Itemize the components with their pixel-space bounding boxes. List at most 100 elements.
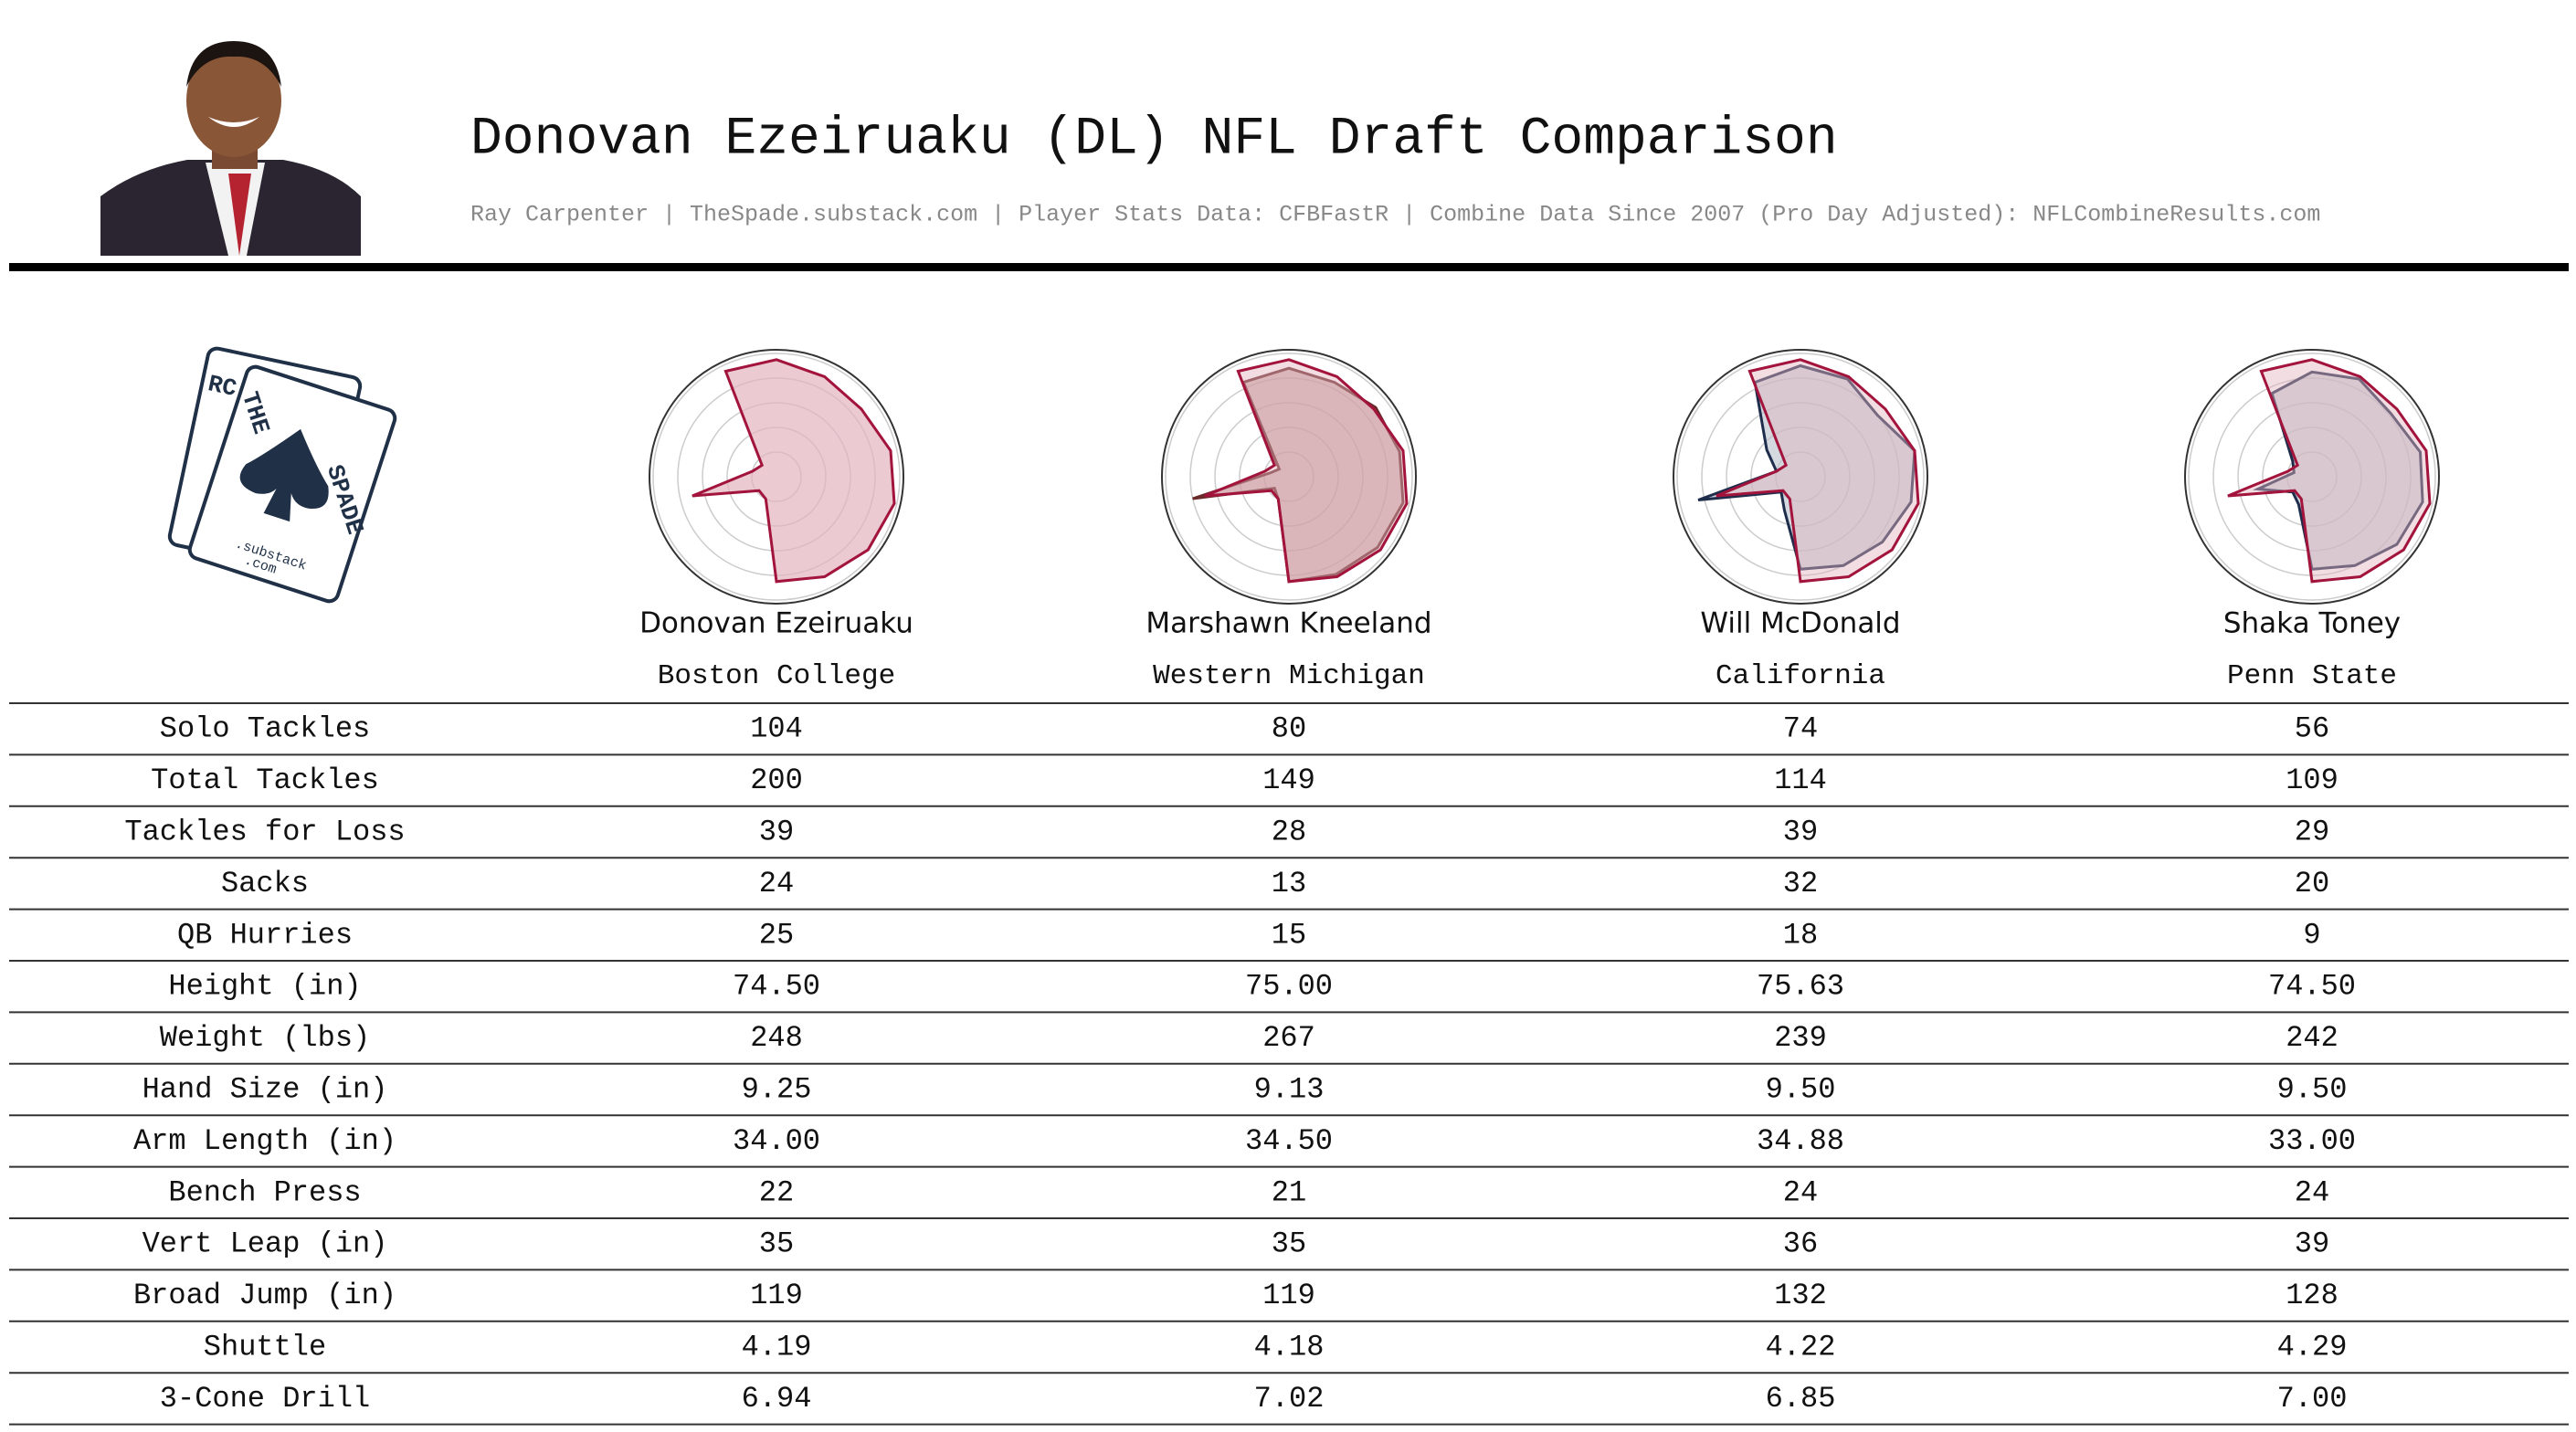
cell-value: 22 [759, 1175, 794, 1209]
cell-value: 4.18 [1254, 1330, 1325, 1364]
row-label: QB Hurries [177, 918, 353, 952]
cell-value: 4.29 [2277, 1330, 2348, 1364]
subtitle: Ray Carpenter | TheSpade.substack.com | … [470, 202, 2320, 228]
cell-value: 119 [750, 1279, 803, 1312]
row-label: 3-Cone Drill [160, 1382, 370, 1416]
row-label: Height (in) [168, 970, 361, 1004]
cell-value: 24 [759, 867, 794, 900]
cell-value: 28 [1272, 815, 1306, 848]
cell-value: 132 [1774, 1279, 1827, 1312]
cell-value: 39 [759, 815, 794, 848]
cell-value: 75.63 [1757, 970, 1844, 1004]
cell-value: 7.00 [2277, 1382, 2348, 1416]
cell-value: 9.50 [2277, 1072, 2348, 1106]
radar-area [2227, 358, 2432, 584]
cell-value: 13 [1272, 867, 1306, 900]
cell-value: 248 [750, 1021, 803, 1055]
cell-value: 128 [2286, 1279, 2338, 1312]
cell-value: 267 [1262, 1021, 1315, 1055]
cell-value: 20 [2295, 867, 2329, 900]
cell-value: 74 [1783, 712, 1818, 746]
radar-area [1716, 358, 1920, 584]
cell-value: 34.50 [1245, 1124, 1333, 1158]
player-photo [100, 41, 361, 256]
player-name: Donovan Ezeiruaku [639, 607, 913, 640]
cell-value: 119 [1262, 1279, 1315, 1312]
logo: RC THE SPADE .substack .com [167, 346, 397, 604]
cell-value: 104 [750, 712, 803, 746]
cell-value: 114 [1774, 763, 1827, 797]
radar-ring [1165, 353, 1413, 601]
divider [9, 263, 2569, 271]
cell-value: 39 [2295, 1227, 2329, 1261]
row-label: Hand Size (in) [143, 1072, 388, 1106]
cell-value: 80 [1272, 712, 1306, 746]
player-school: Penn State [2227, 660, 2397, 692]
cell-value: 7.02 [1254, 1382, 1325, 1416]
cell-value: 9.25 [742, 1072, 812, 1106]
logo-card: RC [206, 370, 239, 403]
radar-area [1697, 363, 1916, 571]
cell-value: 74.50 [733, 970, 820, 1004]
player-name: Shaka Toney [2223, 607, 2401, 640]
cell-value: 4.22 [1766, 1330, 1836, 1364]
cell-value: 35 [759, 1227, 794, 1261]
radar-area [1204, 358, 1409, 584]
row-label: Sacks [221, 867, 309, 900]
cell-value: 109 [2286, 763, 2338, 797]
cell-value: 4.19 [742, 1330, 812, 1364]
cell-value: 149 [1262, 763, 1315, 797]
radar-ring [652, 353, 901, 601]
row-label: Tackles for Loss [124, 815, 405, 848]
row-label: Total Tackles [151, 763, 379, 797]
cell-value: 9.50 [1766, 1072, 1836, 1106]
row-label: Bench Press [168, 1175, 361, 1209]
cell-value: 18 [1783, 918, 1818, 952]
cell-value: 35 [1272, 1227, 1306, 1261]
radar-ring [1676, 353, 1925, 601]
row-label: Solo Tackles [160, 712, 370, 746]
player-school: Boston College [658, 660, 895, 692]
player-school: California [1716, 660, 1885, 692]
row-label: Vert Leap (in) [143, 1227, 388, 1261]
radar-frame [2184, 349, 2440, 605]
radar-frame [1673, 349, 1928, 605]
cell-value: 56 [2295, 712, 2329, 746]
player-name: Marshawn Kneeland [1145, 607, 1431, 640]
cell-value: 74.50 [2268, 970, 2356, 1004]
cell-value: 15 [1272, 918, 1306, 952]
cell-value: 24 [2295, 1175, 2329, 1209]
radar-area [2252, 370, 2424, 571]
cell-value: 34.00 [733, 1124, 820, 1158]
row-label: Broad Jump (in) [133, 1279, 396, 1312]
player-name: Will McDonald [1700, 607, 1900, 640]
radar-frame [649, 349, 904, 605]
cell-value: 242 [2286, 1021, 2338, 1055]
title: Donovan Ezeiruaku (DL) NFL Draft Compari… [470, 110, 1838, 169]
cell-value: 39 [1783, 815, 1818, 848]
cell-value: 239 [1774, 1021, 1827, 1055]
cell-value: 200 [750, 763, 803, 797]
cell-value: 36 [1783, 1227, 1818, 1261]
cell-value: 21 [1272, 1175, 1306, 1209]
row-label: Weight (lbs) [160, 1021, 370, 1055]
radar-ring [2188, 353, 2436, 601]
row-label: Shuttle [204, 1330, 326, 1364]
cell-value: 25 [759, 918, 794, 952]
cell-value: 33.00 [2268, 1124, 2356, 1158]
cell-value: 34.88 [1757, 1124, 1844, 1158]
row-label: Arm Length (in) [133, 1124, 396, 1158]
cell-value: 6.94 [742, 1382, 812, 1416]
cell-value: 32 [1783, 867, 1818, 900]
cell-value: 24 [1783, 1175, 1818, 1209]
cell-value: 29 [2295, 815, 2329, 848]
cell-value: 9 [2303, 918, 2320, 952]
player-school: Western Michigan [1153, 660, 1425, 692]
cell-value: 6.85 [1766, 1382, 1836, 1416]
radar-area [692, 358, 896, 584]
radar-frame [1161, 349, 1417, 605]
cell-value: 9.13 [1254, 1072, 1325, 1106]
